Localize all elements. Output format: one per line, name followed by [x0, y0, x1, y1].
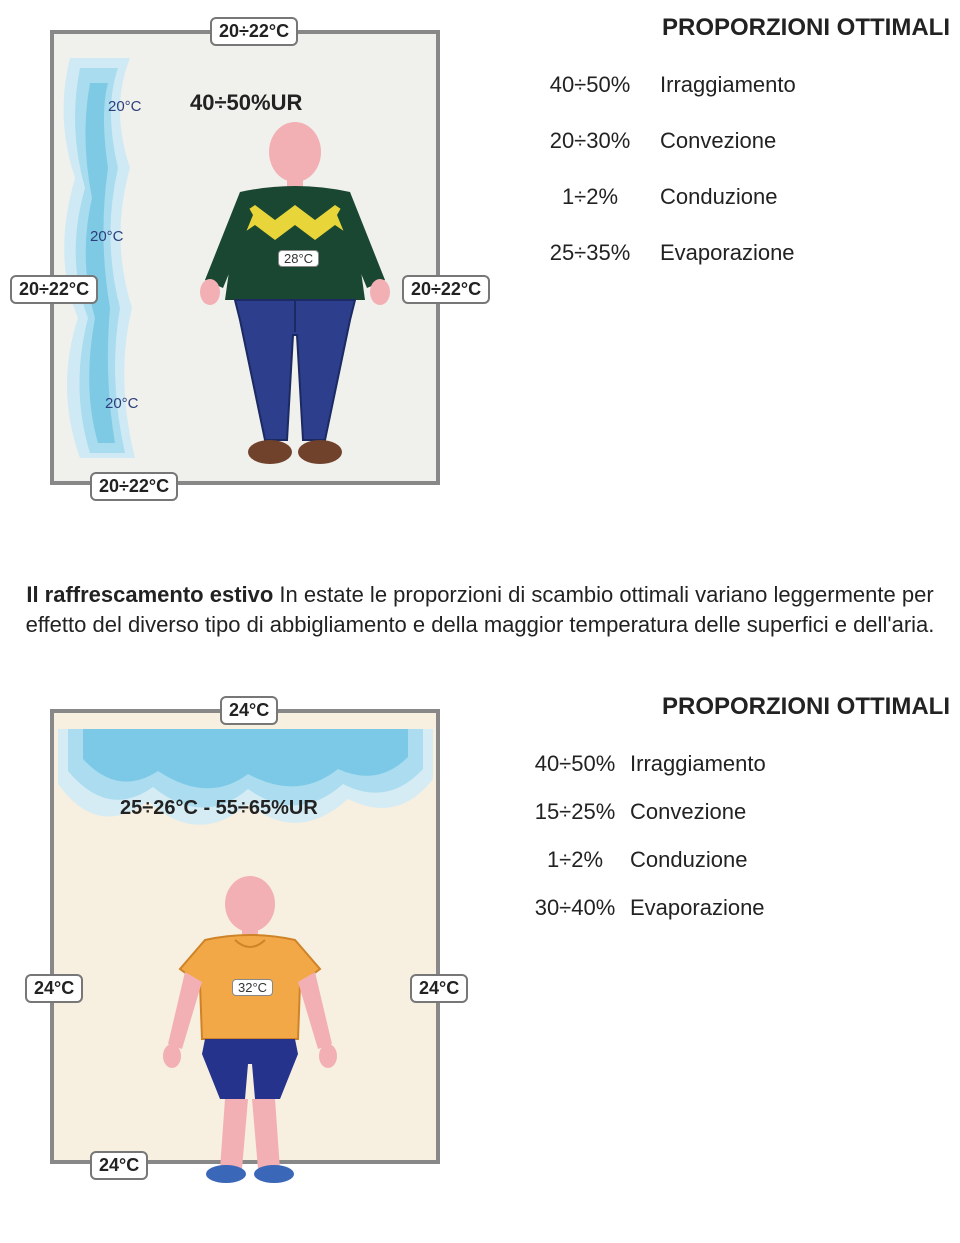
winter-prop-row: 20÷30% Convezione	[520, 128, 950, 154]
summer-section: 32°C 25÷26°C - 55÷65%UR 24°C 24°C 24°C 2…	[0, 689, 960, 1189]
winter-prop-row: 40÷50% Irraggiamento	[520, 72, 950, 98]
prop-lbl: Irraggiamento	[630, 751, 950, 777]
winter-figure	[175, 120, 415, 480]
prop-pct: 1÷2%	[520, 847, 630, 873]
prop-lbl: Conduzione	[660, 184, 950, 210]
winter-prop-title: PROPORZIONI OTTIMALI	[520, 14, 950, 42]
radiator-temp-2: 20°C	[90, 228, 124, 245]
prop-lbl: Evaporazione	[660, 240, 950, 266]
prop-lbl: Evaporazione	[630, 895, 950, 921]
radiator-temp-3: 20°C	[105, 395, 139, 412]
prop-pct: 1÷2%	[520, 184, 660, 210]
winter-prop-row: 25÷35% Evaporazione	[520, 240, 950, 266]
summer-intro-paragraph: Il raffrescamento estivo In estate le pr…	[0, 510, 960, 689]
summer-proportions: PROPORZIONI OTTIMALI 40÷50% Irraggiament…	[520, 689, 950, 943]
winter-wall-right: 20÷22°C	[402, 275, 490, 304]
summer-prop-row: 40÷50% Irraggiamento	[520, 751, 950, 777]
winter-wall-top: 20÷22°C	[210, 17, 298, 46]
prop-pct: 25÷35%	[520, 240, 660, 266]
winter-diagram: 20°C 20°C 20°C	[10, 10, 480, 510]
summer-wall-bot: 24°C	[90, 1151, 148, 1180]
winter-wall-bot: 20÷22°C	[90, 472, 178, 501]
summer-wall-right: 24°C	[410, 974, 468, 1003]
winter-proportions: PROPORZIONI OTTIMALI 40÷50% Irraggiament…	[520, 10, 950, 296]
summer-humidity: 25÷26°C - 55÷65%UR	[120, 797, 318, 820]
summer-wall-top: 24°C	[220, 696, 278, 725]
summer-prop-row: 1÷2% Conduzione	[520, 847, 950, 873]
winter-humidity: 40÷50%UR	[190, 90, 302, 116]
prop-lbl: Convezione	[630, 799, 950, 825]
prop-pct: 20÷30%	[520, 128, 660, 154]
radiator-temp-1: 20°C	[108, 98, 142, 115]
winter-prop-row: 1÷2% Conduzione	[520, 184, 950, 210]
prop-pct: 40÷50%	[520, 751, 630, 777]
prop-pct: 30÷40%	[520, 895, 630, 921]
prop-pct: 40÷50%	[520, 72, 660, 98]
winter-section: 20°C 20°C 20°C	[0, 10, 960, 510]
ceiling-cool-blob	[58, 729, 433, 849]
prop-pct: 15÷25%	[520, 799, 630, 825]
winter-wall-left: 20÷22°C	[10, 275, 98, 304]
summer-figure	[130, 854, 370, 1214]
summer-prop-row: 15÷25% Convezione	[520, 799, 950, 825]
summer-prop-row: 30÷40% Evaporazione	[520, 895, 950, 921]
summer-wall-left: 24°C	[25, 974, 83, 1003]
summer-body-temp: 32°C	[232, 979, 273, 996]
prop-lbl: Irraggiamento	[660, 72, 950, 98]
para-bold: Il raffrescamento estivo	[26, 582, 273, 607]
prop-lbl: Conduzione	[630, 847, 950, 873]
summer-diagram: 32°C 25÷26°C - 55÷65%UR 24°C 24°C 24°C 2…	[10, 689, 480, 1189]
prop-lbl: Convezione	[660, 128, 950, 154]
summer-prop-title: PROPORZIONI OTTIMALI	[520, 693, 950, 721]
winter-body-temp: 28°C	[278, 250, 319, 267]
